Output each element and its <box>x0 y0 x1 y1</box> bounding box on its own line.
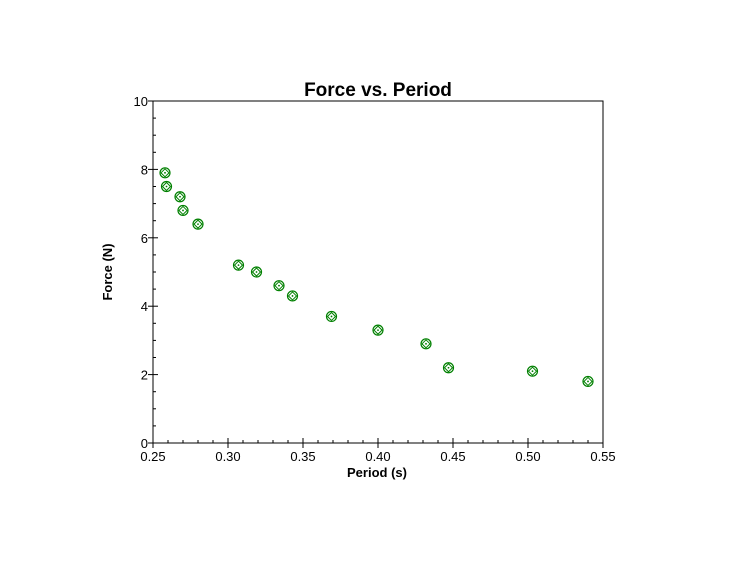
y-tick-label: 2 <box>141 368 148 383</box>
data-point <box>160 180 173 193</box>
data-point <box>286 290 299 302</box>
data-point <box>442 362 455 374</box>
data-point <box>372 324 384 336</box>
plot-frame <box>152 100 604 444</box>
y-axis: 0 2 4 6 8 10 <box>134 94 158 451</box>
x-tick-label: 0.35 <box>290 449 315 464</box>
data-point <box>582 375 594 388</box>
y-tick-label: 10 <box>134 94 148 109</box>
x-tick-label: 0.45 <box>440 449 465 464</box>
x-tick-label: 0.50 <box>515 449 540 464</box>
data-point <box>526 365 539 377</box>
data-point <box>420 338 432 350</box>
data-point <box>325 310 338 323</box>
y-axis-label: Force (N) <box>100 243 115 300</box>
data-point <box>159 167 171 179</box>
x-axis-label: Period (s) <box>347 465 407 480</box>
y-tick-label: 0 <box>141 436 148 451</box>
data-point <box>192 218 204 230</box>
x-tick-label: 0.40 <box>365 449 390 464</box>
x-tick-label: 0.55 <box>590 449 615 464</box>
data-point <box>177 204 189 217</box>
chart-title: Force vs. Period <box>304 80 452 101</box>
data-point <box>174 191 186 203</box>
y-tick-label: 6 <box>141 231 148 246</box>
data-point <box>232 259 245 271</box>
data-point <box>273 280 285 292</box>
x-tick-label: 0.25 <box>140 449 165 464</box>
y-tick-label: 4 <box>141 299 148 314</box>
x-axis: 0.25 0.30 0.35 0.40 0.45 0.50 0.55 <box>140 438 616 464</box>
x-tick-label: 0.30 <box>215 449 240 464</box>
data-point <box>250 266 263 278</box>
y-tick-label: 8 <box>141 162 148 177</box>
data-points <box>159 167 594 388</box>
